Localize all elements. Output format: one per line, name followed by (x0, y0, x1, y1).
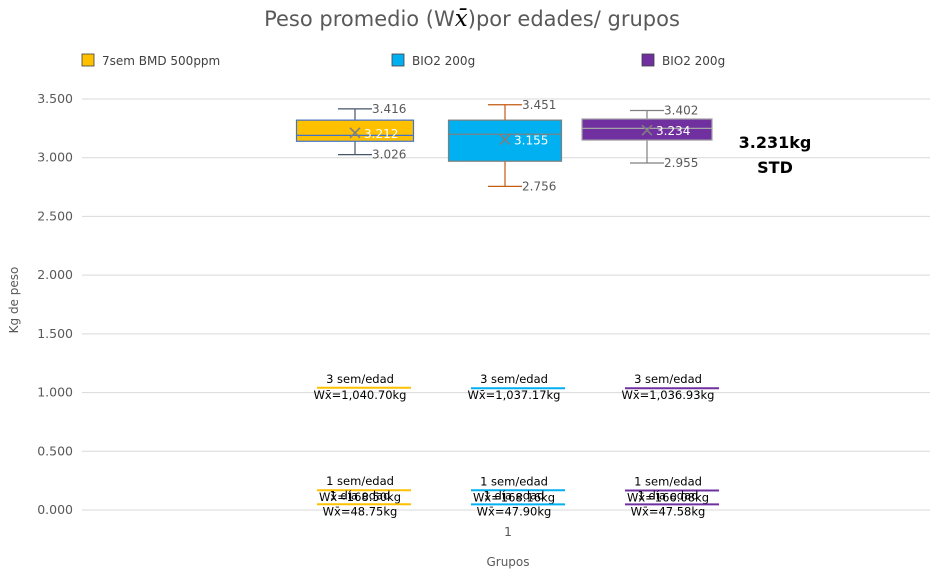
min-label: 2.955 (664, 156, 698, 170)
y-axis-label: Kg de peso (7, 267, 21, 334)
legend-swatch (81, 53, 95, 67)
chart-title: Peso promedio (Wx̄)por edades/ grupos (264, 6, 680, 32)
chart-title-symbol: x̄ (455, 6, 468, 32)
age-marker: 3 sem/edad Wx̄=1,037.17kg (468, 372, 565, 402)
age-marker: 1 día edad Wx̄=47.58kg (625, 488, 719, 518)
box-iqr (447, 119, 563, 162)
age-marker: 1 sem/edad Wx̄=168.16kg (471, 474, 565, 504)
age-markers: 3 sem/edad Wx̄=1,040.70kg 1 sem/edad Wx̄=16… (314, 372, 719, 518)
max-label: 3.416 (372, 102, 406, 116)
age-value-label: Wx̄=1,036.93kg (622, 388, 715, 402)
age-value-label: Wx̄=166.08kg (627, 490, 709, 504)
age-label: 1 día edad (330, 488, 391, 502)
age-value-label: Wx̄=48.75kg (323, 504, 398, 518)
age-marker: 1 sem/edad Wx̄=166.08kg (625, 474, 719, 504)
gridlines (82, 98, 930, 511)
mean-marker (641, 124, 653, 136)
min-label: 3.026 (372, 148, 406, 162)
age-value-label: Wx̄=1,037.17kg (468, 388, 561, 402)
age-value-label: Wx̄=47.90kg (477, 504, 552, 518)
age-label: 3 sem/edad (480, 372, 548, 386)
age-label: 1 sem/edad (634, 474, 702, 488)
legend-entry: BIO2 200g (662, 54, 725, 68)
age-value-label: Wx̄=47.58kg (631, 504, 706, 518)
y-axis: 0.000 0.500 1.000 1.500 2.000 2.500 3.000 3.500 (37, 91, 73, 517)
age-value-label: Wx̄=168.50kg (319, 490, 401, 504)
max-label: 3.451 (522, 98, 556, 112)
legend: 7sem BMD 500ppm BIO2 200g BIO2 200g (81, 53, 725, 68)
age-marker: 3 sem/edad Wx̄=1,036.93kg (622, 372, 719, 402)
box-series: 3.212 3.416 3.026 3.155 3.451 2.756 3.234 3.402… (295, 98, 713, 193)
y-tick-label: 0.500 (37, 443, 73, 458)
age-label: 1 sem/edad (326, 474, 394, 488)
y-tick-label: 2.500 (37, 208, 73, 223)
y-tick-label: 1.000 (37, 385, 73, 400)
age-label: 3 sem/edad (634, 372, 702, 386)
age-label: 1 día edad (638, 488, 699, 502)
age-marker: 3 sem/edad Wx̄=1,040.70kg (314, 372, 411, 402)
y-tick-label: 3.500 (37, 91, 73, 106)
box-group: 3.234 3.402 2.955 (581, 104, 713, 170)
mean-label: 3.212 (364, 127, 398, 141)
legend-entry: BIO2 200g (412, 54, 475, 68)
age-label: 1 día edad (484, 488, 545, 502)
mean-marker (499, 133, 511, 146)
mean-marker (349, 127, 361, 139)
age-marker: 1 día edad Wx̄=47.90kg (471, 488, 565, 518)
box-group: 3.155 3.451 2.756 (447, 98, 563, 193)
x-axis-label: Grupos (486, 555, 529, 569)
y-tick-label: 3.000 (37, 150, 73, 165)
annotation-std: STD (757, 158, 793, 177)
y-tick-label: 2.000 (37, 267, 73, 282)
age-label: 1 sem/edad (480, 474, 548, 488)
age-value-label: Wx̄=168.16kg (473, 490, 555, 504)
y-tick-label: 1.500 (37, 326, 73, 341)
legend-swatch (391, 53, 405, 67)
mean-label: 3.155 (514, 134, 548, 148)
box-group: 3.212 3.416 3.026 (295, 102, 415, 162)
age-label: 3 sem/edad (326, 372, 394, 386)
min-label: 2.756 (522, 179, 556, 193)
age-marker: 1 día edad Wx̄=48.75kg (317, 488, 411, 518)
mean-label: 3.234 (656, 124, 690, 138)
chart-title-suffix: )por edades/ grupos (468, 7, 680, 31)
legend-entry: 7sem BMD 500ppm (102, 54, 220, 68)
age-value-label: Wx̄=1,040.70kg (314, 388, 407, 402)
max-label: 3.402 (664, 104, 698, 118)
chart-title-prefix: Peso promedio (W (264, 7, 455, 31)
y-tick-label: 0.000 (37, 502, 73, 517)
legend-swatch (641, 53, 655, 67)
age-marker: 1 sem/edad Wx̄=168.50kg (317, 474, 411, 504)
annotation-mean: 3.231kg (739, 133, 812, 152)
x-category-label: 1 (504, 524, 512, 539)
